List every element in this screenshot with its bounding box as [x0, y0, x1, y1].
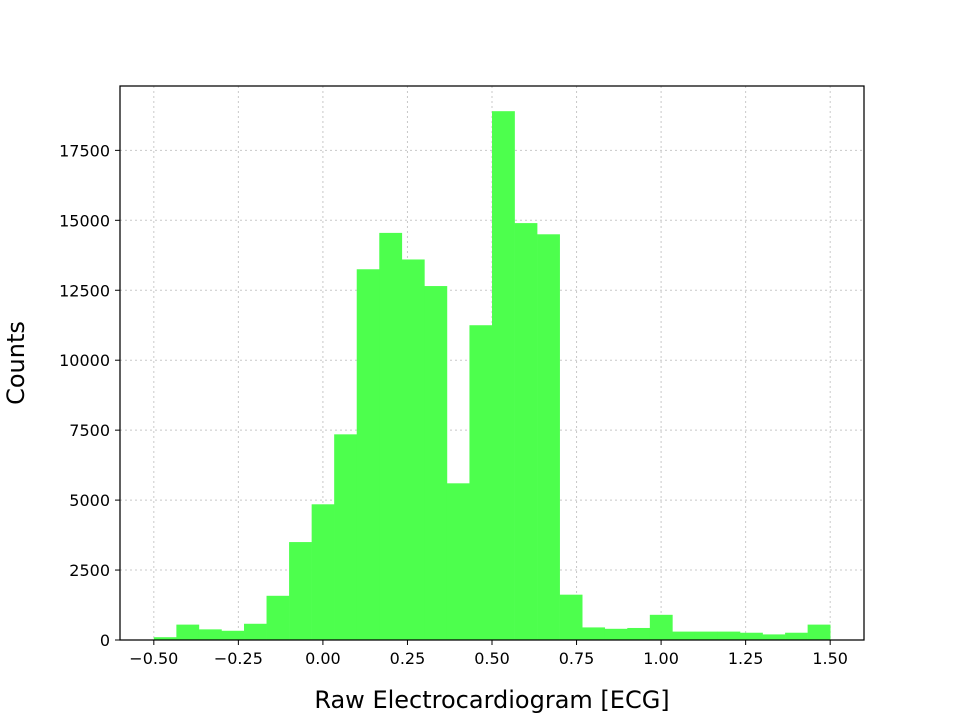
- x-tick-label: 1.50: [812, 649, 848, 668]
- x-tick-label: 0.50: [474, 649, 510, 668]
- histogram-bar: [266, 595, 290, 640]
- histogram-bar: [604, 628, 628, 640]
- x-tick-label: 0.00: [305, 649, 341, 668]
- histogram-bar: [785, 632, 808, 640]
- histogram-bar: [469, 325, 493, 640]
- histogram-bar: [717, 631, 741, 640]
- histogram-bar: [559, 594, 583, 640]
- histogram-bar: [311, 504, 335, 640]
- x-tick-label: 0.25: [390, 649, 426, 668]
- x-tick-label: −0.50: [129, 649, 178, 668]
- histogram-bar: [424, 286, 448, 640]
- histogram-bar: [356, 269, 380, 640]
- y-tick-label: 2500: [69, 561, 110, 580]
- y-tick-label: 5000: [69, 491, 110, 510]
- y-tick-label: 12500: [59, 281, 110, 300]
- histogram-bar: [379, 232, 403, 641]
- histogram-bar: [492, 111, 515, 640]
- y-tick-label: 7500: [69, 421, 110, 440]
- histogram-bar: [672, 631, 696, 640]
- histogram-bar: [627, 627, 651, 640]
- x-tick-label: 1.00: [643, 649, 679, 668]
- histogram-bar: [334, 434, 358, 640]
- x-axis-label: Raw Electrocardiogram [ECG]: [314, 686, 669, 714]
- x-tick-label: 1.25: [728, 649, 764, 668]
- y-axis-ticks: 0 2500 5000 7500 10000 12500 15000 17500: [59, 141, 120, 650]
- y-tick-label: 10000: [59, 351, 110, 370]
- histogram-bar: [739, 632, 763, 640]
- histogram-bar: [198, 629, 222, 640]
- histogram-bar: [762, 634, 786, 640]
- histogram-bar: [649, 614, 673, 640]
- histogram-bar: [537, 234, 560, 641]
- histogram-bars: [153, 111, 831, 641]
- y-axis-label: Counts: [2, 321, 30, 405]
- x-tick-label: −0.25: [214, 649, 263, 668]
- histogram-bar: [694, 631, 718, 640]
- histogram-bar: [514, 223, 538, 640]
- histogram-bar: [153, 637, 177, 640]
- x-tick-label: 0.75: [559, 649, 595, 668]
- histogram-bar: [446, 483, 470, 640]
- histogram-bar: [582, 627, 606, 640]
- histogram-bar: [244, 623, 267, 640]
- y-tick-label: 17500: [59, 141, 110, 160]
- histogram-bar: [289, 542, 312, 640]
- y-tick-label: 15000: [59, 211, 110, 230]
- y-tick-label: 0: [100, 631, 110, 650]
- histogram-bar: [221, 630, 245, 640]
- histogram-bar: [176, 624, 200, 640]
- histogram-bar: [807, 624, 831, 640]
- histogram-bar: [401, 259, 425, 640]
- x-axis-ticks: −0.50 −0.25 0.00 0.25 0.50 0.75 1.00 1.25 1.50: [129, 640, 848, 668]
